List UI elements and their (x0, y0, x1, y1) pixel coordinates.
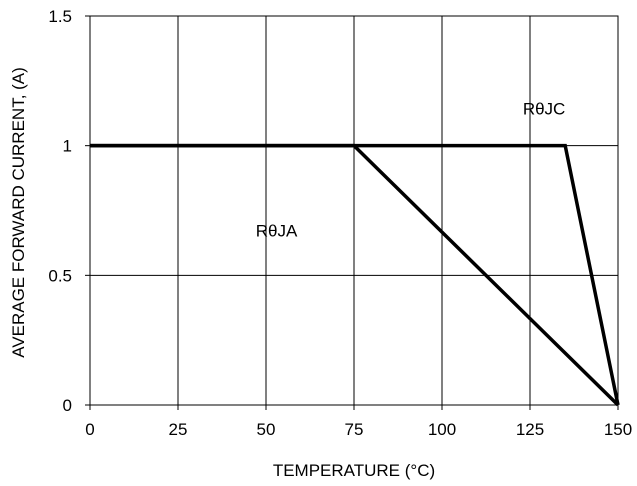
annotation-label: RθJA (256, 221, 298, 240)
x-tick-label: 50 (257, 420, 276, 439)
x-axis-title: TEMPERATURE (°C) (273, 461, 435, 480)
annotation-label: RθJC (523, 100, 566, 119)
x-tick-label: 0 (85, 420, 94, 439)
y-tick-label: 0.5 (48, 266, 72, 285)
y-tick-label: 1 (63, 137, 72, 156)
x-tick-label: 125 (516, 420, 544, 439)
y-tick-labels: 0 0.5 1 1.5 (48, 7, 90, 415)
series-line-rthetaja (90, 143, 620, 407)
y-axis-title: AVERAGE FORWARD CURRENT, (A) (9, 67, 28, 358)
x-tick-label: 25 (169, 420, 188, 439)
x-tick-label: 75 (345, 420, 364, 439)
x-tick-label: 100 (428, 420, 456, 439)
y-tick-label: 1.5 (48, 7, 72, 26)
x-tick-label: 150 (604, 420, 632, 439)
x-tick-labels: 0 25 50 75 100 125 150 (85, 405, 632, 439)
series-group (90, 143, 620, 407)
annotations: RθJC RθJA (256, 100, 566, 241)
y-tick-label: 0 (63, 396, 72, 415)
grid (89, 15, 619, 406)
